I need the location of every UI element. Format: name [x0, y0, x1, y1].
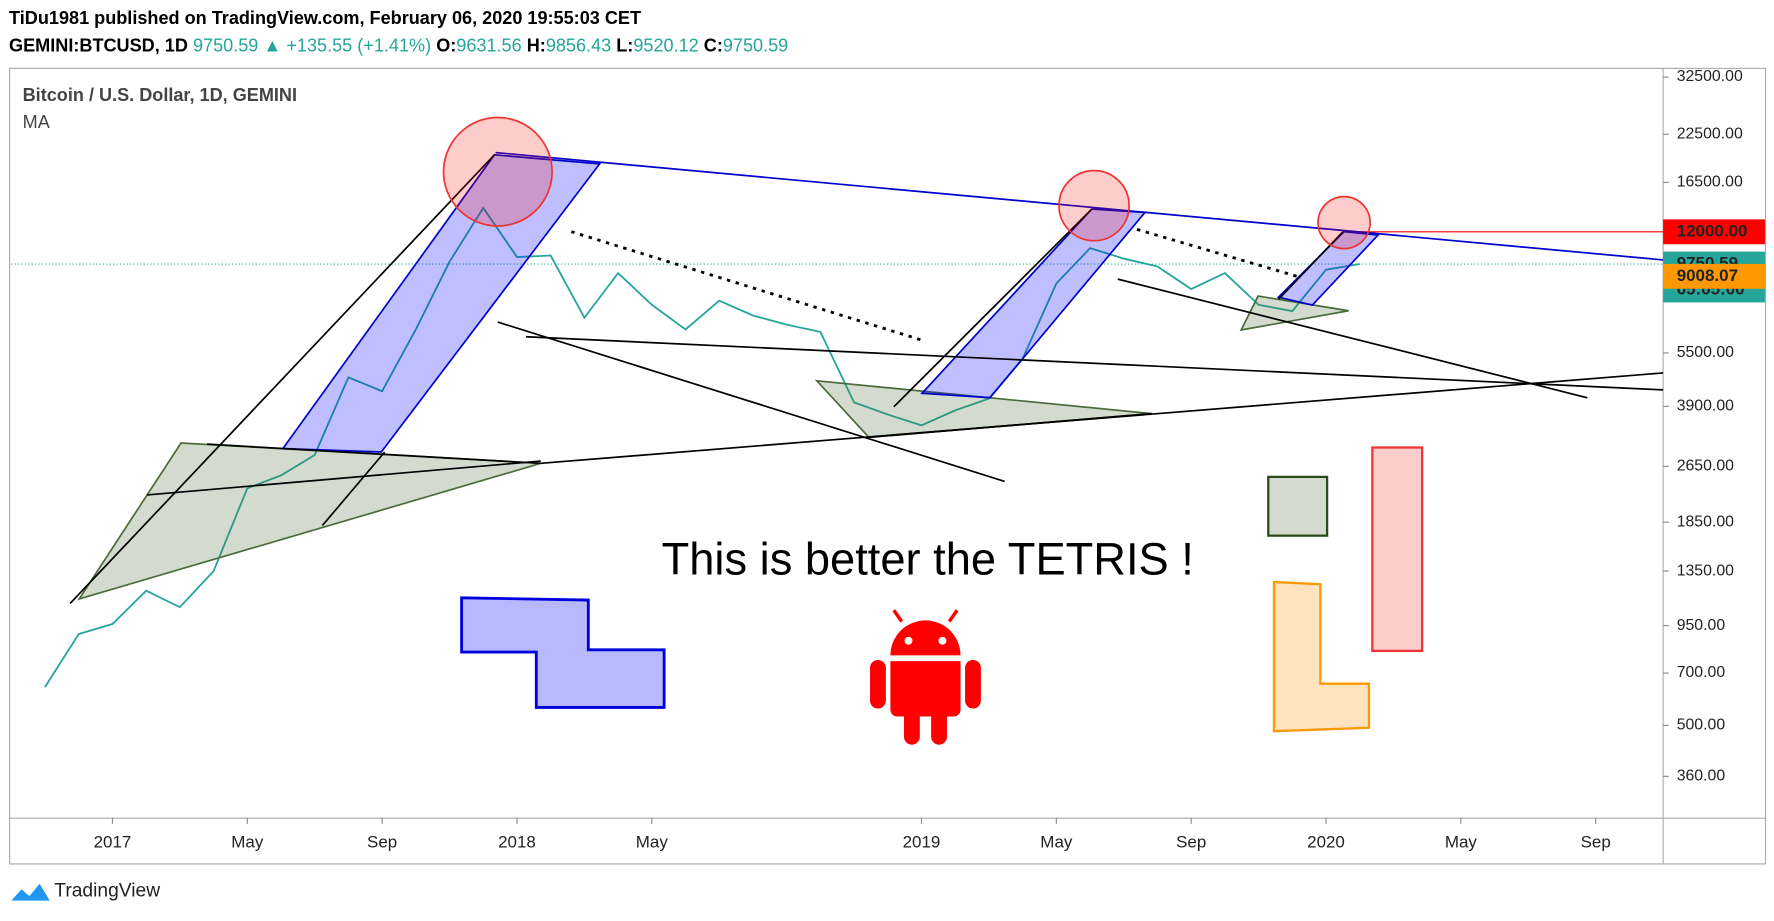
y-tick-label: 1350.00	[1677, 562, 1734, 579]
y-tick-label: 32500.00	[1677, 68, 1743, 85]
x-tick-label: May	[231, 833, 264, 852]
android-eye	[938, 636, 947, 645]
publish-title: TiDu1981 published on TradingView.com, F…	[9, 8, 641, 28]
android-arm	[870, 659, 886, 709]
android-head	[890, 620, 961, 656]
android-antenna	[892, 609, 904, 623]
android-antenna	[947, 609, 959, 623]
arrow: ▲	[263, 35, 281, 55]
publish-info: TiDu1981 published on TradingView.com, F…	[9, 8, 641, 28]
trendlines	[69, 154, 1664, 605]
brand: TradingView	[54, 881, 160, 902]
y-tick-label: 16500.00	[1677, 174, 1743, 191]
change: +135.55 (+1.41%)	[286, 35, 431, 55]
ohlc-label: C:	[704, 35, 723, 55]
x-tick-label: 2019	[903, 833, 941, 852]
footer: TradingView	[11, 881, 160, 902]
x-tick-label: 2018	[498, 833, 536, 852]
symbol: GEMINI:BTCUSD, 1D	[9, 35, 188, 55]
trendline	[893, 208, 1093, 408]
last: 9750.59	[193, 35, 258, 55]
trendline	[497, 321, 1005, 483]
price-marker-label: 12000.00	[1677, 221, 1748, 240]
dotted-line	[570, 230, 926, 343]
x-tick-label: May	[1040, 833, 1073, 852]
x-tick-label: May	[1445, 833, 1478, 852]
y-tick-label: 950.00	[1677, 617, 1726, 634]
trendline	[321, 451, 386, 527]
x-tick-label: Sep	[367, 833, 397, 852]
trendline	[69, 154, 496, 605]
android-body	[890, 661, 961, 717]
android-icon	[870, 609, 981, 745]
y-tick-label: 2650.00	[1677, 458, 1734, 475]
android-arm	[965, 659, 981, 709]
price-marker-label: 9008.07	[1677, 266, 1738, 285]
circle	[1317, 195, 1371, 250]
tetris-l	[1272, 580, 1371, 733]
y-tick-label: 1850.00	[1677, 513, 1734, 530]
y-tick-label: 360.00	[1677, 768, 1726, 785]
android-leg	[931, 700, 947, 745]
y-tick-label: 5500.00	[1677, 344, 1734, 361]
channel	[920, 208, 1147, 399]
series-layer	[11, 206, 1664, 688]
tetris-square	[1267, 475, 1329, 537]
trendline	[526, 335, 1664, 391]
y-tick-label: 500.00	[1677, 717, 1726, 734]
x-tick-label: Sep	[1176, 833, 1206, 852]
circle	[1058, 169, 1130, 242]
y-tick-label: 3900.00	[1677, 398, 1734, 415]
trendline	[868, 412, 1152, 439]
circle	[442, 116, 553, 227]
logo	[11, 883, 50, 901]
trendline	[1277, 231, 1344, 301]
x-tick-label: 2017	[94, 833, 132, 852]
ohlc-value: 9856.43	[546, 35, 611, 55]
x-tick-label: May	[636, 833, 669, 852]
y-tick-label: 700.00	[1677, 664, 1726, 681]
trendline	[1117, 278, 1588, 399]
y-tick-label: 22500.00	[1677, 125, 1743, 142]
tetris-bar	[1371, 446, 1424, 653]
x-tick-label: 2020	[1307, 833, 1345, 852]
trendline	[206, 443, 541, 465]
x-tick-label: Sep	[1581, 833, 1611, 852]
android-leg	[903, 700, 920, 745]
ohlc-label: O:	[436, 35, 456, 55]
indicator-label: MA	[23, 112, 51, 132]
channel	[281, 153, 602, 453]
dotted-line	[1136, 228, 1300, 279]
annotation: This is better the TETRIS !	[662, 534, 1194, 585]
resistance-line	[495, 151, 1664, 261]
frame	[9, 67, 1767, 865]
drawings	[69, 116, 1664, 745]
symbol-line: GEMINI:BTCUSD, 1D 9750.59 ▲ +135.55 (+1.…	[9, 35, 788, 55]
chart-title: Bitcoin / U.S. Dollar, 1D, GEMINI	[23, 85, 297, 105]
android-eye	[904, 636, 913, 645]
ohlc-label: L:	[616, 35, 633, 55]
ohlc-value: 9750.59	[723, 35, 788, 55]
ohlc-value: 9631.56	[456, 35, 521, 55]
ohlc-value: 9520.12	[633, 35, 698, 55]
axis-layer: 32500.00 22500.00 16500.00 5500.00 3900.00 26…	[94, 68, 1765, 852]
tetris-z	[460, 596, 666, 709]
price-marker	[1663, 263, 1765, 289]
price-line	[44, 206, 1360, 688]
price-marker	[1663, 219, 1765, 245]
ohlc-label: H:	[527, 35, 546, 55]
trendline	[147, 460, 541, 496]
